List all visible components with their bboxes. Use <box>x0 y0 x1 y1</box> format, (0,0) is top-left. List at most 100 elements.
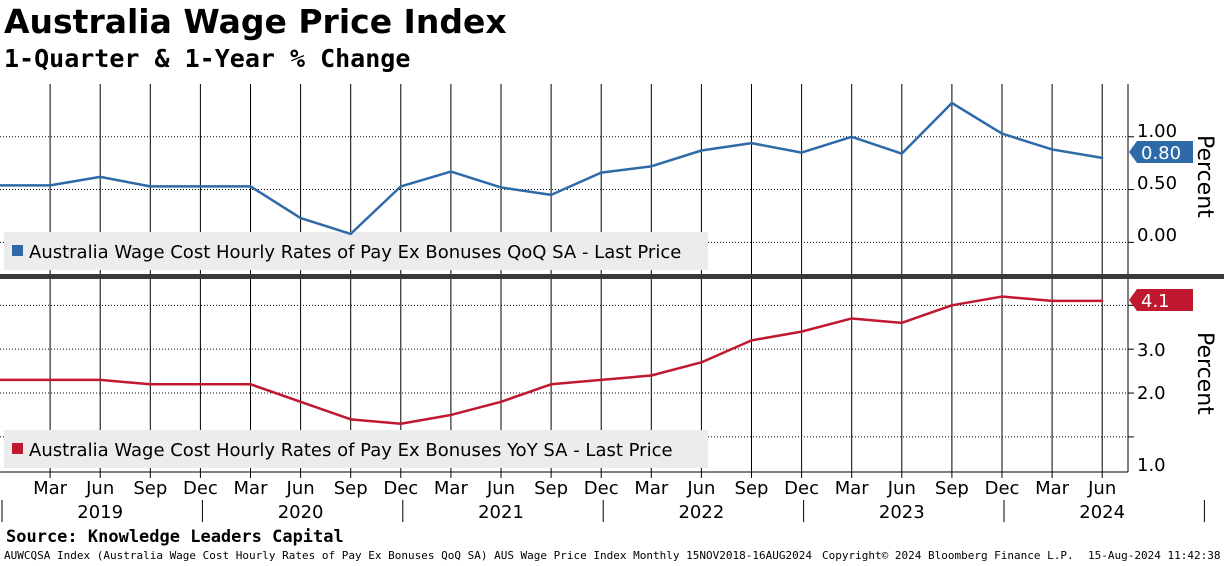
bottom-y-axis: 3.0 2.0 1.0 Percent <box>1127 279 1217 476</box>
bottom-legend-swatch <box>12 443 23 454</box>
footer-index-description: AUWCQSA Index (Australia Wage Cost Hourl… <box>4 549 812 562</box>
bottom-last-value: 4.1 <box>1141 291 1170 312</box>
x-year-label: 2024 <box>1079 502 1125 523</box>
top-ytick-label: 0.50 <box>1137 173 1177 194</box>
yoy-data-point <box>549 383 553 386</box>
x-month-label: Mar <box>634 478 669 499</box>
qoq-data-point <box>1050 148 1054 151</box>
qoq-data-point <box>850 135 853 138</box>
top-last-value-tag: 0.80 <box>1129 141 1193 164</box>
yoy-data-point <box>449 413 453 417</box>
qoq-data-point <box>0 184 2 187</box>
yoy-data-point <box>1000 295 1004 298</box>
qoq-data-point <box>750 141 753 145</box>
yoy-data-point <box>149 383 152 386</box>
bottom-ytick-label: 2.0 <box>1137 383 1166 404</box>
yoy-data-point <box>0 378 2 382</box>
qoq-data-point <box>1000 132 1004 135</box>
yoy-data-point <box>48 378 52 382</box>
yoy-data-point <box>349 418 352 421</box>
qoq-data-point <box>499 186 503 189</box>
bottom-legend-label: Australia Wage Cost Hourly Rates of Pay … <box>29 440 673 461</box>
x-year-label: 2020 <box>278 502 324 523</box>
series-lines <box>0 101 1104 425</box>
top-y-axis: 1.00 0.50 0.00 Percent <box>1127 84 1217 274</box>
qoq-data-point <box>399 185 402 188</box>
yoy-data-point <box>249 383 252 386</box>
footer-timestamp: 15-Aug-2024 11:42:38 <box>1088 549 1221 562</box>
bottom-last-value-tag: 4.1 <box>1129 289 1193 312</box>
qoq-data-point <box>349 232 352 236</box>
x-month-label: Mar <box>33 478 68 499</box>
x-month-label: Jun <box>686 478 715 499</box>
x-month-label: Dec <box>985 478 1020 499</box>
x-month-label: Jun <box>887 478 916 499</box>
top-ytick-label: 1.00 <box>1137 121 1177 142</box>
x-month-label: Sep <box>133 478 167 499</box>
qoq-data-point <box>950 101 954 105</box>
qoq-data-point <box>199 185 202 188</box>
qoq-data-point <box>650 165 653 168</box>
x-month-label: Sep <box>334 478 368 499</box>
x-month-label: Mar <box>434 478 469 499</box>
source-note: Source: Knowledge Leaders Capital <box>6 527 344 547</box>
yoy-data-point <box>199 383 202 386</box>
x-month-label: Jun <box>1087 478 1116 499</box>
x-month-label: Mar <box>835 478 870 499</box>
x-month-label: Mar <box>1035 478 1070 499</box>
top-legend: Australia Wage Cost Hourly Rates of Pay … <box>4 232 708 270</box>
yoy-data-point <box>1101 299 1104 303</box>
qoq-data-point <box>48 184 52 187</box>
x-month-label: Dec <box>584 478 619 499</box>
x-month-label: Jun <box>85 478 114 499</box>
x-year-label: 2023 <box>879 502 925 523</box>
qoq-data-point <box>549 193 553 197</box>
chart-title: Australia Wage Price Index <box>4 2 507 41</box>
bottom-ytick-label: 1.0 <box>1137 455 1166 476</box>
x-year-label: 2022 <box>678 502 724 523</box>
bottom-legend-bg <box>4 430 708 468</box>
qoq-data-point <box>249 185 252 188</box>
x-month-label: Sep <box>534 478 568 499</box>
x-month-label: Mar <box>234 478 269 499</box>
x-month-label: Dec <box>383 478 418 499</box>
yoy-data-point <box>900 321 903 325</box>
qoq-data-point <box>449 170 453 173</box>
yoy-data-point <box>950 304 954 307</box>
yoy-data-point <box>600 378 603 382</box>
panel-separator[interactable] <box>0 274 1224 279</box>
x-month-label: Jun <box>486 478 515 499</box>
yoy-data-point <box>750 339 753 342</box>
top-legend-label: Australia Wage Cost Hourly Rates of Pay … <box>29 242 681 263</box>
yoy-data-point <box>850 317 853 320</box>
qoq-data-point <box>600 171 603 174</box>
top-ytick-label: 0.00 <box>1137 225 1177 246</box>
yoy-data-point <box>700 361 703 364</box>
x-year-label: 2019 <box>77 502 123 523</box>
x-axis: Mar Jun Sep Dec Mar Jun Sep Dec Mar Jun Sep Dec Mar J… <box>0 471 1205 523</box>
top-legend-bg <box>4 232 708 270</box>
yoy-data-point <box>800 330 803 333</box>
qoq-data-point <box>800 151 803 154</box>
x-year-label: 2021 <box>478 502 524 523</box>
yoy-data-point <box>399 422 402 425</box>
qoq-data-point <box>299 216 302 220</box>
qoq-data-point <box>700 149 703 152</box>
x-month-label: Sep <box>735 478 769 499</box>
yoy-data-point <box>99 378 102 382</box>
x-month-label: Jun <box>286 478 315 499</box>
x-month-label: Sep <box>935 478 969 499</box>
bottom-ylabel: Percent <box>1192 332 1217 415</box>
top-last-value: 0.80 <box>1141 143 1181 164</box>
qoq-data-point <box>99 175 102 179</box>
yoy-data-point <box>1050 299 1054 303</box>
x-month-label: Dec <box>183 478 218 499</box>
footer-copyright: Copyright© 2024 Bloomberg Finance L.P. <box>822 549 1074 562</box>
qoq-data-point <box>900 152 903 155</box>
qoq-data-point <box>149 185 152 188</box>
chart-subtitle: 1-Quarter & 1-Year % Change <box>4 44 411 73</box>
yoy-data-point <box>650 374 653 377</box>
yoy-data-point <box>299 400 302 404</box>
top-legend-swatch <box>12 245 23 256</box>
